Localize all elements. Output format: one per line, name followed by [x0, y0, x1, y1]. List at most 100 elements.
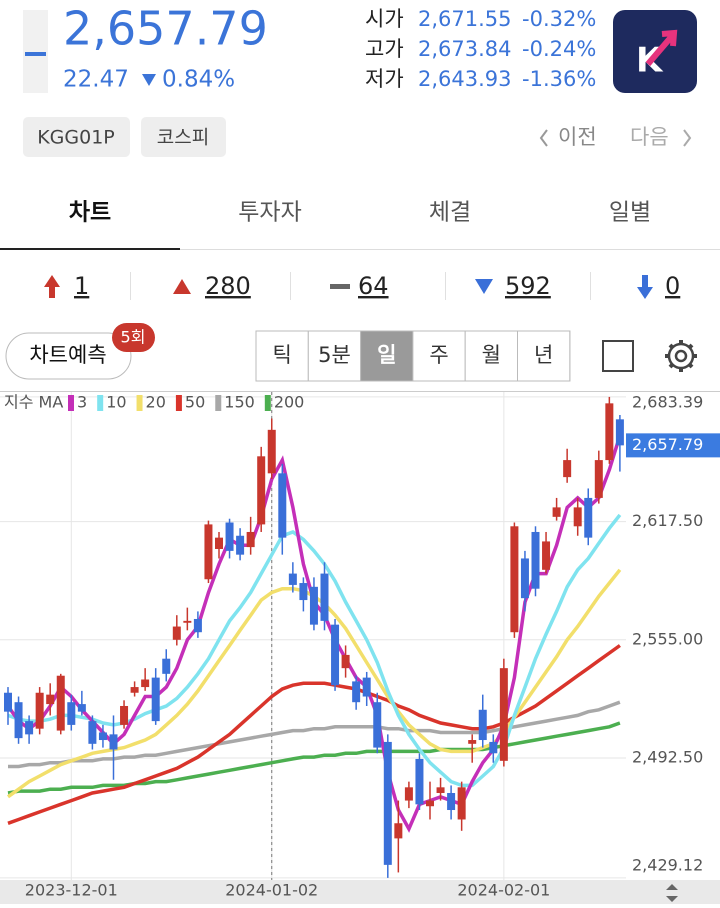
candle-body [594, 460, 603, 498]
quote-label: 시가 [365, 7, 404, 31]
y-tick-label: 2,617.50 [632, 511, 703, 530]
ma-line [7, 644, 621, 825]
candle-body [352, 681, 361, 703]
candle-body [520, 558, 529, 599]
tab-underline [0, 248, 180, 250]
legend-swatch [136, 395, 143, 411]
tab[interactable]: 투자자 [238, 200, 301, 226]
ma-line [6, 434, 622, 833]
candle-body [225, 522, 234, 551]
candle-body [120, 705, 129, 725]
tab[interactable]: 차트 [69, 200, 111, 226]
tag[interactable] [141, 117, 226, 157]
legend-swatch [215, 395, 222, 411]
candle-body [299, 583, 308, 601]
quote-value: 2,671.55 [418, 7, 512, 31]
next-button[interactable]: 다음 [630, 125, 669, 149]
legend-label: 20 [146, 393, 166, 412]
count[interactable]: 0 [665, 272, 680, 300]
x-axis-bar [0, 880, 720, 904]
separator [290, 272, 291, 300]
price-marker-label: 2,657.79 [632, 435, 703, 454]
quote-label: 저가 [365, 67, 404, 91]
predict-button[interactable] [5, 332, 132, 380]
candle-body [415, 758, 424, 805]
period-tab[interactable] [412, 330, 466, 382]
legend-swatch [97, 395, 104, 411]
legend-label: 3 [77, 393, 87, 412]
tag-text: KGG01P [37, 127, 115, 149]
ma-line [7, 513, 622, 788]
mini-gauge [23, 10, 48, 93]
legend-label: 50 [185, 393, 205, 412]
scroll-icon[interactable] [666, 884, 678, 902]
candle-body [531, 531, 540, 589]
mini-gauge-mark [25, 52, 46, 56]
predict-label: 차트예측 [29, 343, 106, 367]
candle-body [615, 419, 624, 446]
badge [112, 323, 155, 352]
candle-body [426, 800, 434, 807]
candle-body [331, 624, 340, 686]
square-icon[interactable] [602, 340, 634, 372]
down-icon [475, 279, 493, 294]
logo-arrow [645, 29, 678, 66]
period-label: 년 [534, 343, 553, 367]
candle-body [320, 573, 329, 621]
quote-pct: -0.24% [522, 37, 596, 61]
candle-body [25, 721, 34, 735]
next-icon [683, 129, 692, 147]
legend-label: 150 [224, 393, 255, 412]
candle-body [489, 741, 498, 754]
candle-body [499, 668, 508, 761]
candle-body [447, 792, 456, 811]
ma-line [8, 700, 621, 769]
tag-text: 코스피 [157, 127, 209, 149]
period-label: 월 [482, 343, 501, 367]
limit-up-icon [44, 275, 60, 298]
candle-body [457, 787, 466, 820]
candle-body [56, 675, 65, 731]
candle-body [341, 654, 350, 669]
count[interactable]: 280 [205, 272, 251, 300]
candle-body [605, 403, 614, 461]
price: 2,657.79 [63, 2, 268, 56]
candle-body [584, 497, 593, 538]
flat-icon [330, 284, 350, 289]
candle-body [46, 694, 55, 705]
badge-text: 5회 [121, 328, 146, 347]
count[interactable]: 1 [74, 272, 89, 300]
tab[interactable]: 일별 [609, 200, 651, 226]
gear-hub [674, 349, 688, 363]
period-tab[interactable] [307, 330, 362, 382]
candle-body [362, 677, 371, 697]
tab[interactable]: 체결 [429, 200, 471, 226]
settings-icon[interactable] [665, 340, 697, 372]
y-tick-label: 2,492.50 [632, 748, 703, 767]
limit-down-icon [637, 275, 653, 299]
prev-button[interactable]: 이전 [558, 125, 597, 149]
candle-body [552, 507, 561, 517]
period-label: 틱 [272, 343, 291, 367]
candle-body [88, 721, 97, 744]
period-tab[interactable] [360, 330, 414, 382]
candle-body [309, 586, 318, 625]
quote-value: 2,643.93 [418, 67, 512, 91]
period-tab[interactable] [517, 330, 571, 382]
count[interactable]: 592 [505, 272, 551, 300]
price-marker [626, 433, 720, 458]
candle-body [510, 526, 519, 633]
quote-pct: -1.36% [522, 67, 596, 91]
candle-body [215, 537, 223, 549]
candle-body [98, 732, 107, 741]
candle-body [77, 704, 86, 712]
count[interactable]: 64 [358, 272, 389, 300]
tag[interactable] [23, 117, 130, 157]
candle-body [130, 687, 139, 693]
candle-body [183, 620, 192, 623]
candle-body [257, 456, 266, 525]
gear-ring [667, 342, 695, 370]
candle-body [573, 507, 582, 527]
period-tab[interactable] [464, 330, 519, 382]
quote-label: 고가 [365, 37, 404, 61]
